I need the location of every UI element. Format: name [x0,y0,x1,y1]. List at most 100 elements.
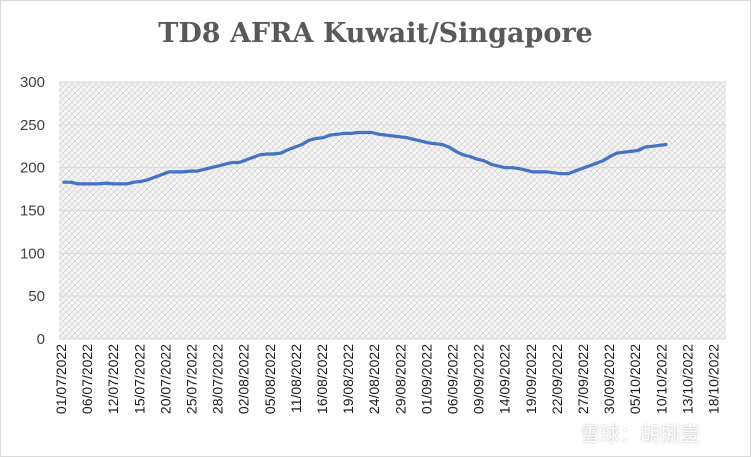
x-tick-label: 02/08/2022 [236,344,252,414]
data-point [412,137,416,141]
y-tick-label: 300 [20,74,45,91]
data-point [342,131,346,135]
x-tick-label: 13/10/2022 [679,344,695,414]
x-tick-label: 30/09/2022 [601,344,617,414]
data-point [349,131,353,135]
data-point [629,149,633,153]
data-point [223,162,227,166]
data-point [62,180,66,184]
x-tick-label: 11/08/2022 [288,344,304,413]
data-point [356,131,360,134]
watermark-text: 雪球：胡捌壹 [580,422,700,446]
data-point [454,149,458,153]
x-tick-label: 12/07/2022 [105,344,121,414]
data-point [517,167,521,170]
x-tick-label: 10/10/2022 [653,344,669,414]
x-tick-label: 19/08/2022 [340,344,356,414]
data-point [650,144,654,148]
data-point [146,178,150,182]
x-tick-label: 25/07/2022 [184,344,200,414]
x-tick-label: 20/07/2022 [157,344,173,414]
data-point [335,132,339,136]
data-point [489,162,493,166]
x-tick-label: 19/09/2022 [523,344,539,414]
x-tick-label: 24/08/2022 [366,344,382,414]
data-point [503,166,507,170]
data-point [370,131,374,134]
data-point [286,148,290,152]
x-tick-label: 22/09/2022 [549,344,565,414]
data-point [230,161,234,164]
data-point [377,132,381,136]
data-point [482,159,486,163]
data-point [363,131,367,134]
data-point [608,155,612,158]
x-tick-label: 27/09/2022 [575,344,591,414]
data-point [258,153,262,157]
data-point [251,155,255,159]
data-point [125,182,129,186]
data-point [237,161,241,164]
data-point [545,170,549,174]
data-point [195,169,199,173]
data-point [181,170,185,174]
data-point [391,134,395,138]
data-point [405,136,409,140]
data-point [573,169,577,173]
data-point [433,142,437,146]
x-tick-label: 05/08/2022 [262,344,278,414]
data-point [97,182,101,186]
y-tick-label: 0 [37,331,45,348]
data-point [160,173,164,176]
data-point [664,143,668,146]
data-point [447,145,451,149]
data-point [307,138,311,142]
data-point [461,153,465,157]
data-point [419,139,423,143]
data-point [209,166,213,170]
data-point [76,182,80,186]
x-tick-label: 05/10/2022 [627,344,643,414]
data-point [531,170,535,174]
data-point [622,150,626,154]
data-point [104,181,108,185]
data-point [111,182,115,186]
y-tick-label: 50 [28,288,45,305]
y-tick-label: 250 [20,117,45,134]
data-point [328,133,332,137]
data-point [440,143,444,146]
data-point [552,171,556,175]
data-point [293,145,297,149]
y-tick-label: 100 [20,245,45,262]
chart-title: TD8 AFRA Kuwait/Singapore [158,18,593,49]
data-point [559,172,563,176]
data-point [475,157,479,161]
data-point [321,136,325,140]
data-point [426,141,430,145]
x-tick-label: 16/08/2022 [314,344,330,414]
data-point [580,167,584,170]
x-tick-label: 15/07/2022 [131,344,147,414]
y-tick-label: 150 [20,203,45,220]
x-tick-label: 09/09/2022 [471,344,487,414]
data-point [174,170,178,174]
x-tick-label: 18/10/2022 [706,344,722,414]
data-point [524,168,528,172]
data-point [272,152,276,156]
data-point [300,143,304,146]
data-point [510,166,514,170]
data-point [132,180,136,184]
data-point [657,143,661,147]
data-point [118,182,122,186]
data-point [587,164,591,168]
data-point [153,175,157,179]
x-tick-label: 06/07/2022 [79,344,95,414]
x-tick-label: 01/07/2022 [53,344,69,414]
data-point [188,169,192,173]
data-point [636,149,640,152]
data-point [90,182,94,186]
data-point [468,155,472,158]
data-point [601,159,605,163]
data-point [139,179,143,183]
